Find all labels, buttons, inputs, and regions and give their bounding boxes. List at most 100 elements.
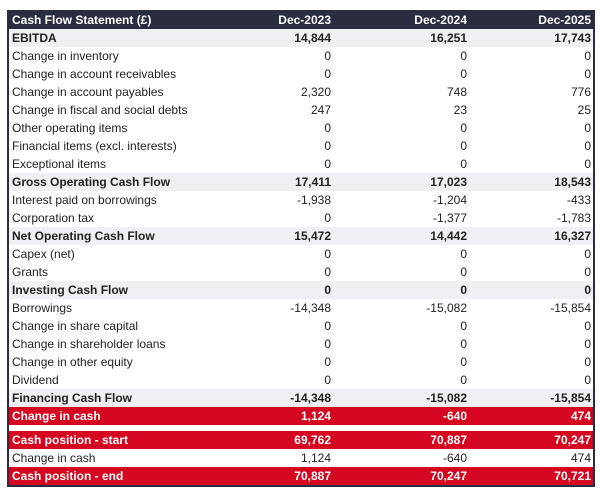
table-row: Change in fiscal and social debts 247 23 25: [9, 101, 593, 119]
cell-value: 70,887: [430, 433, 467, 447]
cell-value: -1,377: [432, 211, 467, 225]
cell-value: 0: [584, 373, 591, 387]
cell-value: -1,204: [432, 193, 467, 207]
table-row: Exceptional items 0 0 0: [9, 155, 593, 173]
column-header: Dec-2023: [278, 12, 331, 27]
cell-value: 0: [324, 283, 331, 297]
cell-value: 17,411: [294, 175, 331, 189]
table-row: Other operating items 0 0 0: [9, 119, 593, 137]
row-label: Net Operating Cash Flow: [12, 229, 155, 243]
row-label: Change in inventory: [12, 49, 119, 63]
table-row: Change in account receivables 0 0 0: [9, 65, 593, 83]
column-header: Dec-2024: [414, 12, 467, 27]
cell-value: 748: [446, 85, 467, 99]
cell-value: 0: [460, 373, 467, 387]
row-label: Grants: [12, 265, 49, 279]
cell-value: 0: [324, 265, 331, 279]
cell-value: 0: [460, 49, 467, 63]
cell-value: 247: [310, 103, 331, 117]
cell-value: 0: [324, 157, 331, 171]
row-label: Cash position - start: [12, 433, 129, 447]
cell-value: 0: [460, 337, 467, 351]
cell-value: 0: [460, 121, 467, 135]
cell-value: 0: [584, 49, 591, 63]
row-label: Exceptional items: [12, 157, 107, 171]
row-label: Financing Cash Flow: [12, 391, 133, 405]
table-row: Corporation tax 0 -1,377 -1,783: [9, 209, 593, 227]
table-row: Gross Operating Cash Flow 17,411 17,023 18,…: [9, 173, 593, 191]
cell-value: 0: [324, 355, 331, 369]
cell-value: 0: [324, 139, 331, 153]
cell-value: 0: [460, 139, 467, 153]
cell-value: 0: [324, 211, 331, 225]
cell-value: 0: [584, 319, 591, 333]
cell-value: 0: [584, 139, 591, 153]
table-row: Net Operating Cash Flow 15,472 14,442 16,32…: [9, 227, 593, 245]
table-row: Financing Cash Flow -14,348 -15,082 -15,854: [9, 389, 593, 407]
cell-value: 1,124: [300, 451, 331, 465]
cell-value: 1,124: [300, 409, 331, 423]
cell-value: 69,762: [294, 433, 331, 447]
table-row: Capex (net) 0 0 0: [9, 245, 593, 263]
cell-value: 18,543: [554, 175, 591, 189]
row-label: Change in account payables: [12, 85, 164, 99]
table-row: Change in account payables 2,320 748 776: [9, 83, 593, 101]
cell-value: 0: [584, 121, 591, 135]
cell-value: 0: [460, 247, 467, 261]
cell-value: 0: [584, 265, 591, 279]
row-label: Change in account receivables: [12, 67, 177, 81]
cell-value: 0: [460, 283, 467, 297]
row-label: Financial items (excl. interests): [12, 139, 177, 153]
row-label: Change in shareholder loans: [12, 337, 166, 351]
row-label: Gross Operating Cash Flow: [12, 175, 171, 189]
row-label: Investing Cash Flow: [12, 283, 129, 297]
row-label: Dividend: [12, 373, 59, 387]
cell-value: -15,854: [550, 391, 591, 405]
row-label: Corporation tax: [12, 211, 95, 225]
cell-value: 0: [460, 319, 467, 333]
row-label: Cash position - end: [12, 469, 124, 483]
cell-value: 70,721: [554, 469, 591, 483]
cell-value: 776: [570, 85, 591, 99]
cell-value: 16,251: [430, 31, 467, 45]
cell-value: 0: [584, 157, 591, 171]
row-label: Change in cash: [12, 451, 96, 465]
table-row: Change in cash 1,124 -640 474: [9, 407, 593, 425]
row-label: EBITDA: [12, 31, 57, 45]
cell-value: 0: [584, 283, 591, 297]
table-row: Change in cash 1,124 -640 474: [9, 449, 593, 467]
row-label: Change in other equity: [12, 355, 133, 369]
table-row: Investing Cash Flow 0 0 0: [9, 281, 593, 299]
row-label: Borrowings: [12, 301, 73, 315]
cell-value: 0: [584, 67, 591, 81]
row-label: Capex (net): [12, 247, 75, 261]
cell-value: -15,854: [550, 301, 591, 315]
cell-value: 70,887: [294, 469, 331, 483]
table-row: Change in share capital 0 0 0: [9, 317, 593, 335]
cell-value: 0: [460, 157, 467, 171]
cash-flow-table: Cash Flow Statement (£) Dec-2023 Dec-202…: [7, 10, 595, 487]
cell-value: 25: [577, 103, 591, 117]
cell-value: 0: [584, 355, 591, 369]
cell-value: 0: [324, 121, 331, 135]
cell-value: 0: [324, 247, 331, 261]
cell-value: 0: [460, 67, 467, 81]
table-title: Cash Flow Statement (£): [12, 12, 152, 27]
table-row: EBITDA 14,844 16,251 17,743: [9, 29, 593, 47]
table-row: Financial items (excl. interests) 0 0 0: [9, 137, 593, 155]
cell-value: 0: [324, 337, 331, 351]
cell-value: 14,442: [430, 229, 467, 243]
row-label: Change in cash: [12, 409, 101, 423]
cell-value: 16,327: [554, 229, 591, 243]
table-row: Cash position - end 70,887 70,247 70,721: [9, 467, 593, 485]
cell-value: 0: [324, 319, 331, 333]
cell-value: 0: [324, 49, 331, 63]
cell-value: 0: [584, 247, 591, 261]
cell-value: 70,247: [554, 433, 591, 447]
cell-value: 474: [570, 451, 591, 465]
row-label: Change in share capital: [12, 319, 139, 333]
cell-value: 474: [570, 409, 591, 423]
table-row: Grants 0 0 0: [9, 263, 593, 281]
cell-value: -640: [442, 451, 467, 465]
row-label: Change in fiscal and social debts: [12, 103, 188, 117]
